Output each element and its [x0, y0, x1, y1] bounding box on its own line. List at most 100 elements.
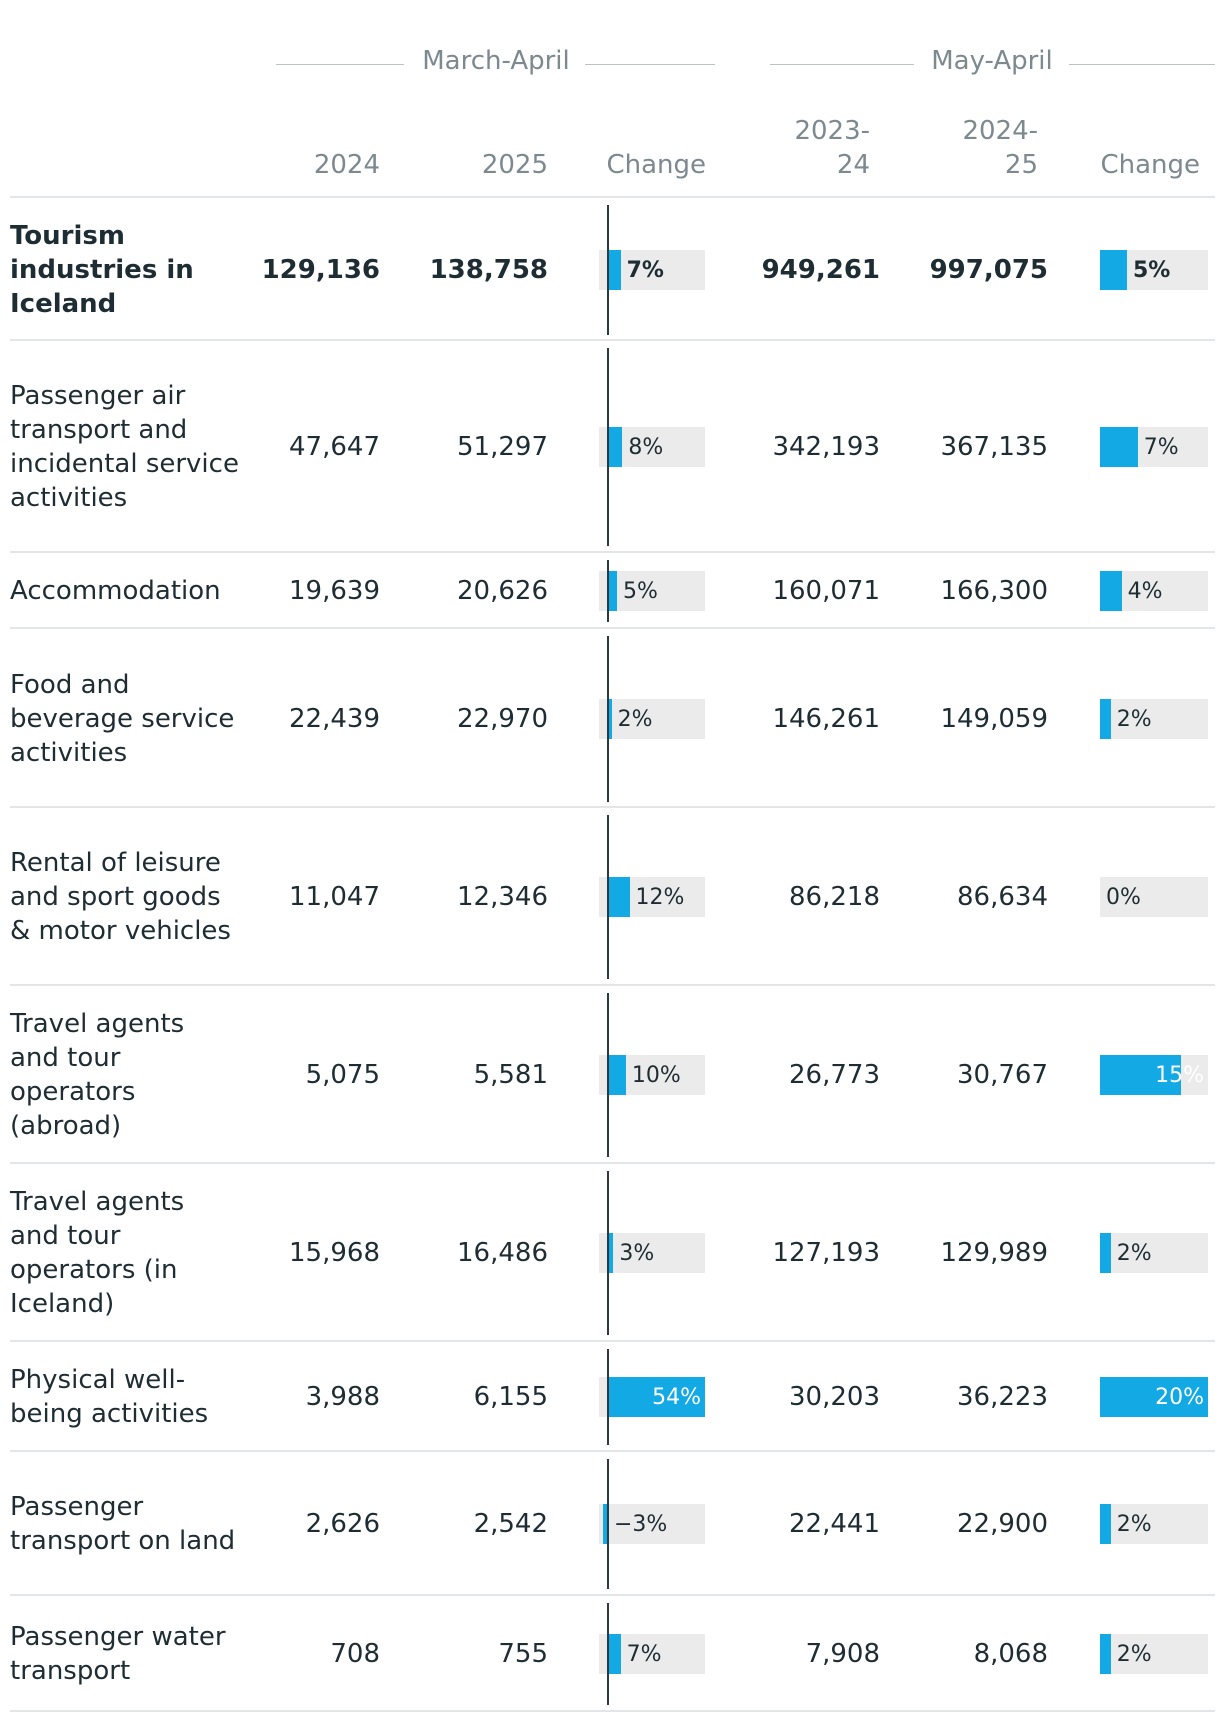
- value-may-april-2024-25: 22,900: [957, 1509, 1048, 1539]
- col-header-2024-25-line2: 25: [1004, 150, 1038, 180]
- value-march-april-2024: 3,988: [305, 1382, 380, 1412]
- change-track: [1100, 1504, 1208, 1544]
- change-bar: [1100, 1233, 1111, 1273]
- col-header-2024-25-line1: 2024-: [962, 116, 1038, 146]
- group-rule-right: [1069, 64, 1215, 65]
- change-cell-march-april: 7%: [599, 205, 705, 335]
- value-may-april-2024-25: 8,068: [973, 1639, 1048, 1669]
- change-track: [1100, 1634, 1208, 1674]
- value-may-april-2023-24: 86,218: [789, 882, 880, 912]
- change-cell-may-april: 2%: [1100, 1504, 1208, 1544]
- zero-axis: [607, 636, 609, 802]
- change-cell-march-april: 7%: [599, 1603, 705, 1705]
- value-march-april-2024: 15,968: [289, 1238, 380, 1268]
- value-march-april-2025: 138,758: [429, 254, 548, 285]
- table-row: Passenger air transport and incidental s…: [10, 341, 1215, 553]
- zero-axis: [607, 1603, 609, 1705]
- change-cell-march-april: 10%: [599, 993, 705, 1157]
- value-may-april-2024-25: 997,075: [929, 254, 1048, 285]
- change-label: 2%: [1116, 1240, 1152, 1266]
- row-label: Passenger water transport: [10, 1622, 226, 1686]
- group-rule-left: [276, 64, 404, 65]
- value-march-april-2024: 22,439: [289, 703, 380, 734]
- value-march-april-2025: 2,542: [473, 1509, 548, 1539]
- value-march-april-2024: 47,647: [289, 432, 380, 462]
- change-label: 20%: [1155, 1384, 1204, 1410]
- change-label: 15%: [1155, 1062, 1204, 1088]
- zero-axis: [607, 993, 609, 1157]
- change-bar: [608, 1377, 705, 1417]
- table-row: Tourism industries in Iceland 129,136 138,…: [10, 198, 1215, 341]
- change-label: −3%: [614, 1511, 668, 1537]
- change-cell-may-april: 4%: [1100, 571, 1208, 611]
- change-bar: [1100, 1055, 1181, 1095]
- zero-axis: [607, 560, 609, 622]
- group-header-march-april: March-April: [260, 46, 715, 82]
- table-row: Passenger water transport 708 755 7,908 8,06…: [10, 1596, 1215, 1712]
- change-label: 12%: [635, 884, 685, 910]
- change-label: 0%: [1106, 884, 1141, 910]
- change-cell-march-april: 5%: [599, 560, 705, 622]
- zero-axis: [607, 815, 609, 979]
- value-march-april-2025: 12,346: [457, 882, 548, 912]
- change-track: [599, 699, 705, 739]
- change-label: 10%: [631, 1062, 681, 1088]
- change-bar: [1100, 1634, 1111, 1674]
- change-cell-march-april: 54%: [599, 1349, 705, 1445]
- value-march-april-2025: 20,626: [457, 576, 548, 606]
- zero-axis: [607, 1171, 609, 1335]
- change-bar: [608, 427, 623, 467]
- change-bar: [1100, 1377, 1208, 1417]
- row-divider: [10, 1162, 1215, 1164]
- table-row: Travel agents and tour operators (abroad…: [10, 986, 1215, 1164]
- change-bar: [1100, 1504, 1111, 1544]
- change-cell-may-april: 2%: [1100, 1634, 1208, 1674]
- value-march-april-2025: 51,297: [457, 432, 548, 462]
- group-rule-left: [770, 64, 914, 65]
- value-march-april-2024: 11,047: [289, 882, 380, 912]
- table-row: Accommodation 19,639 20,626 160,071 166,300 5…: [10, 553, 1215, 629]
- change-label: 2%: [1116, 1511, 1152, 1537]
- change-label: 4%: [1127, 578, 1163, 604]
- row-divider: [10, 1710, 1215, 1712]
- col-header-2023-24-line2: 24: [836, 150, 870, 180]
- group-label-march-april: March-April: [422, 46, 570, 76]
- change-label: 7%: [626, 1641, 662, 1667]
- change-track: [1100, 699, 1208, 739]
- change-label: 2%: [617, 706, 653, 732]
- value-may-april-2023-24: 949,261: [761, 254, 880, 285]
- value-may-april-2024-25: 149,059: [940, 703, 1048, 734]
- value-march-april-2024: 2,626: [305, 1509, 380, 1539]
- change-label: 8%: [628, 434, 664, 460]
- change-cell-may-april: 2%: [1100, 1233, 1208, 1273]
- change-cell-may-april: 20%: [1100, 1377, 1208, 1417]
- change-cell-march-april: 12%: [599, 815, 705, 979]
- value-may-april-2024-25: 129,989: [940, 1238, 1048, 1268]
- row-label: Passenger transport on land: [10, 1492, 236, 1556]
- col-header-change-march-april: Change: [606, 150, 706, 180]
- change-track: [1100, 877, 1208, 917]
- value-may-april-2023-24: 342,193: [772, 432, 880, 462]
- change-cell-march-april: −3%: [599, 1459, 705, 1589]
- value-march-april-2025: 6,155: [473, 1382, 548, 1412]
- row-label: Travel agents and tour operators (abroad…: [10, 1009, 185, 1141]
- value-may-april-2023-24: 30,203: [789, 1382, 880, 1412]
- zero-axis: [607, 205, 609, 335]
- change-cell-may-april: 7%: [1100, 427, 1208, 467]
- change-label: 5%: [1133, 257, 1171, 283]
- change-label: 54%: [652, 1384, 701, 1410]
- change-label: 7%: [1143, 434, 1179, 460]
- col-header-2023-24-line1: 2023-: [794, 116, 870, 146]
- change-cell-may-april: 2%: [1100, 699, 1208, 739]
- change-bar: [608, 1233, 614, 1273]
- row-divider: [10, 806, 1215, 808]
- change-bar: [608, 877, 630, 917]
- row-label: Tourism industries in Iceland: [10, 220, 194, 319]
- value-may-april-2024-25: 367,135: [940, 432, 1048, 462]
- change-label: 5%: [623, 578, 658, 604]
- col-header-change-may-april: Change: [1100, 150, 1200, 180]
- change-bar: [608, 571, 617, 611]
- change-bar: [608, 250, 621, 290]
- change-bar: [1100, 571, 1122, 611]
- row-divider: [10, 1450, 1215, 1452]
